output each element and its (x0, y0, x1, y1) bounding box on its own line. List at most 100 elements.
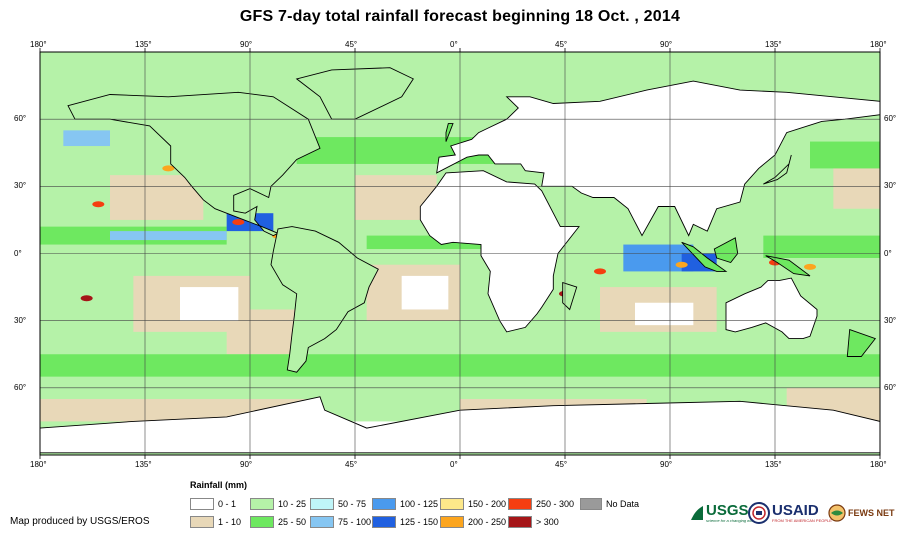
rain-cell (675, 261, 688, 268)
map-title: GFS 7-day total rainfall forecast beginn… (239, 8, 681, 25)
legend-swatch (508, 498, 532, 510)
longitude-label: 90° (240, 460, 253, 469)
longitude-label: 135° (765, 460, 782, 469)
legend-swatch (440, 498, 464, 510)
rain-band (63, 130, 110, 147)
latitude-label: 30° (14, 181, 27, 191)
australia-land (725, 277, 818, 340)
madagascar-land (562, 281, 578, 311)
latitude-label: 60° (14, 114, 27, 124)
legend-item: 1 - 10 (190, 516, 241, 528)
legend-swatch (372, 498, 396, 510)
legend-swatch (190, 498, 214, 510)
longitude-label: 135° (135, 460, 152, 469)
legend-item: 50 - 75 (310, 498, 366, 510)
britain-land (445, 123, 454, 142)
legend-label: 10 - 25 (278, 499, 307, 509)
latitude-label: 60° (884, 382, 897, 392)
longitude-label: 45° (555, 460, 568, 469)
usaid-tagline: FROM THE AMERICAN PEOPLE (772, 518, 832, 523)
latitude-label: 60° (14, 382, 27, 392)
rain-cell (232, 219, 245, 226)
longitude-label: 180° (30, 40, 47, 49)
usgs-logo: USGS science for a changing world (690, 498, 757, 528)
borneo-land (713, 237, 739, 264)
credit-text: Map produced by USGS/EROS (10, 516, 150, 527)
legend-item: > 300 (508, 516, 559, 528)
legend-item: 200 - 250 (440, 516, 506, 528)
usgs-wave-icon (691, 506, 703, 520)
longitude-label: 0° (450, 40, 458, 49)
legend-label: 50 - 75 (338, 499, 367, 509)
legend-item: 25 - 50 (250, 516, 306, 528)
longitude-label: 90° (240, 40, 253, 49)
legend-swatch (310, 516, 334, 528)
legend-swatch (310, 498, 334, 510)
legend-swatch (190, 516, 214, 528)
usaid-seal-icon (748, 502, 770, 524)
rain-band (226, 309, 297, 355)
rain-cell (80, 295, 93, 302)
legend-swatch (580, 498, 602, 510)
fewsnet-globe-icon (828, 504, 846, 522)
fewsnet-logo: FEWS NET (828, 498, 895, 528)
rain-band (810, 141, 880, 169)
legend-label: 125 - 150 (400, 517, 439, 527)
legend-swatch (440, 516, 464, 528)
rain-cell (162, 165, 175, 172)
legend-label: 0 - 1 (218, 499, 237, 509)
legend-swatch (250, 516, 274, 528)
rain-cell (804, 263, 816, 270)
legend-label: 100 - 125 (400, 499, 439, 509)
legend-label: 150 - 200 (468, 499, 507, 509)
south-america-land (270, 226, 379, 373)
graticule (39, 48, 881, 459)
rain-cell (92, 201, 105, 208)
latitude-label: 0° (884, 248, 892, 258)
legend-item: 150 - 200 (440, 498, 506, 510)
rain-band (635, 302, 694, 326)
legend-item: No Data (580, 498, 639, 510)
usgs-tagline: science for a changing world (706, 518, 757, 523)
legend-item: 100 - 125 (372, 498, 438, 510)
rain-band (763, 235, 880, 258)
rain-cell (594, 268, 606, 275)
latitude-label: 30° (14, 315, 27, 325)
usaid-logo: USAID FROM THE AMERICAN PEOPLE (748, 498, 832, 528)
longitude-label: 45° (345, 40, 358, 49)
longitude-label: 45° (555, 40, 568, 49)
legend-label: No Data (606, 499, 640, 509)
legend-item: 250 - 300 (508, 498, 574, 510)
new-guinea-land (765, 255, 811, 277)
legend-item: 10 - 25 (250, 498, 306, 510)
longitude-label: 45° (345, 460, 358, 469)
longitude-label: 135° (135, 40, 152, 49)
north-america-land (67, 91, 321, 237)
longitude-label: 180° (870, 40, 887, 49)
longitude-label: 180° (30, 460, 47, 469)
rain-band (180, 287, 239, 321)
legend-label: > 300 (536, 517, 559, 527)
latitude-label: 30° (884, 315, 897, 325)
fewsnet-logo-text: FEWS NET (848, 508, 895, 518)
usaid-logo-text: USAID (772, 502, 819, 519)
legend-item: 75 - 100 (310, 516, 371, 528)
legend-title: Rainfall (mm) (190, 480, 248, 490)
longitude-label: 90° (660, 40, 673, 49)
legend-label: 250 - 300 (536, 499, 575, 509)
longitude-label: 135° (765, 40, 782, 49)
latitude-label: 30° (884, 181, 897, 191)
latitude-label: 0° (14, 248, 22, 258)
legend-swatch (250, 498, 274, 510)
usgs-logo-text: USGS (706, 502, 749, 519)
legend-label: 25 - 50 (278, 517, 307, 527)
map-frame (39, 51, 881, 456)
latitude-label: 60° (884, 114, 897, 124)
longitude-label: 90° (660, 460, 673, 469)
longitude-label: 0° (450, 460, 458, 469)
legend-swatch (508, 516, 532, 528)
longitude-label: 180° (870, 460, 887, 469)
rain-band (401, 275, 449, 310)
legend-label: 75 - 100 (338, 517, 372, 527)
